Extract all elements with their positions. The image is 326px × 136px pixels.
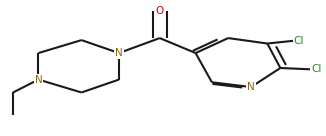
Text: N: N bbox=[35, 75, 42, 85]
Text: N: N bbox=[247, 82, 255, 92]
Text: Cl: Cl bbox=[293, 36, 304, 46]
Text: O: O bbox=[156, 6, 164, 16]
Text: Cl: Cl bbox=[311, 64, 322, 74]
Text: N: N bbox=[115, 48, 123, 58]
